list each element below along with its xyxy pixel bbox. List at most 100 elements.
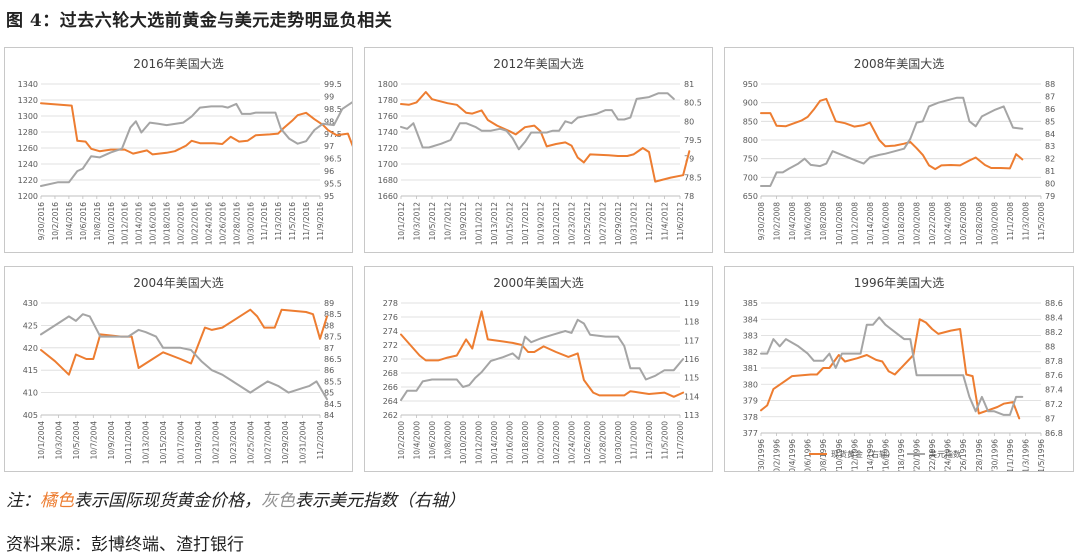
- chart-svg-2008: 2008年美国大选 650 700 750 800 850 900 950 79 80 81 82 83…: [743, 57, 1055, 245]
- left-tick-label: 377: [743, 429, 758, 438]
- x-tick-label: 11/5/2016: [288, 202, 297, 241]
- x-tick-label: 11/5/2000: [661, 421, 670, 460]
- x-tick-label: 10/18/2000: [521, 421, 530, 464]
- chart-svg-2000: 2000年美国大选2622642662682702722742762781131…: [383, 276, 700, 464]
- right-tick-label: 88.4: [1045, 313, 1063, 322]
- left-tick-label: 1700: [378, 160, 398, 169]
- x-tick-label: 10/10/2008: [835, 202, 844, 245]
- right-tick-label: 99: [324, 92, 334, 101]
- right-tick-label: 87.5: [324, 333, 342, 342]
- right-tick-label: 84: [324, 411, 334, 420]
- x-tick-label: 10/24/2000: [568, 421, 577, 464]
- x-tick-label: 10/27/2004: [264, 421, 273, 464]
- left-tick-label: 1660: [378, 192, 398, 201]
- x-tick-label: 10/23/2004: [229, 421, 238, 464]
- right-tick-label: 82: [1045, 155, 1055, 164]
- x-tick-label: 10/30/1996: [990, 439, 999, 471]
- right-tick-label: 80: [1045, 180, 1055, 189]
- x-tick-label: 11/4/2012: [661, 202, 670, 241]
- x-tick-label: 10/14/2000: [490, 421, 499, 464]
- x-tick-label: 10/22/2008: [928, 202, 937, 245]
- note-usd-word: 灰色: [261, 491, 295, 511]
- x-tick-label: 11/3/1996: [1021, 439, 1030, 471]
- chart-panel-2008: 2008年美国大选 650 700 750 800 850 900 950 79 80 81 82 83…: [724, 47, 1074, 253]
- left-tick-label: 380: [743, 380, 758, 389]
- x-tick-label: 10/30/2008: [990, 202, 999, 245]
- right-tick-label: 85: [1045, 117, 1055, 126]
- x-tick-label: 10/1/2012: [397, 202, 406, 241]
- x-tick-label: 10/9/2004: [107, 421, 116, 460]
- x-tick-label: 11/2/2004: [316, 421, 325, 460]
- note-gold-word: 橘色: [40, 491, 74, 511]
- right-tick-label: 114: [684, 392, 699, 401]
- right-tick-label: 85.5: [324, 377, 342, 386]
- figure-note: 注：橘色表示国际现货黄金价格，灰色表示美元指数（右轴）: [6, 486, 465, 511]
- right-tick-label: 81: [684, 80, 694, 89]
- right-tick-label: 97.5: [324, 130, 342, 139]
- x-tick-label: 11/1/1996: [1006, 439, 1015, 471]
- x-tick-label: 10/29/2004: [281, 421, 290, 464]
- left-tick-label: 1800: [378, 80, 398, 89]
- x-tick-label: 10/20/2008: [913, 202, 922, 245]
- left-tick-label: 1240: [18, 160, 38, 169]
- x-tick-label: 10/24/2016: [204, 202, 213, 245]
- right-tick-label: 84: [1045, 130, 1055, 139]
- x-tick-label: 10/19/2012: [537, 202, 546, 245]
- x-tick-label: 10/17/2012: [521, 202, 530, 245]
- right-tick-label: 89: [324, 299, 334, 308]
- x-tick-label: 11/1/2000: [630, 421, 639, 460]
- gold-price-line: [40, 102, 352, 156]
- x-tick-label: 10/14/1996: [866, 439, 875, 471]
- left-tick-label: 750: [743, 155, 758, 164]
- gold-price-line: [400, 91, 691, 183]
- right-tick-label: 98.5: [324, 105, 342, 114]
- x-tick-label: 10/19/2004: [194, 421, 203, 464]
- x-tick-label: 10/6/2016: [79, 202, 88, 241]
- left-tick-label: 1260: [18, 144, 38, 153]
- x-tick-label: 11/7/2016: [302, 202, 311, 241]
- chart-svg-1996: 1996年美国大选 377 378 379 380 381 382 383 384 385 86.8…: [743, 276, 1063, 471]
- left-tick-label: 410: [23, 389, 38, 398]
- x-tick-label: 10/2/1996: [773, 439, 782, 471]
- x-tick-label: 9/30/2008: [757, 202, 766, 241]
- x-tick-label: 11/2/2012: [645, 202, 654, 241]
- x-tick-label: 10/7/2004: [89, 421, 98, 460]
- x-tick-label: 11/3/2008: [1021, 202, 1030, 241]
- x-tick-label: 10/13/2012: [490, 202, 499, 245]
- note-prefix: 注：: [6, 491, 40, 511]
- x-tick-label: 10/14/2008: [866, 202, 875, 245]
- x-tick-label: 10/31/2012: [630, 202, 639, 245]
- gold-price-line: [40, 308, 328, 376]
- x-tick-label: 10/30/2000: [614, 421, 623, 464]
- x-tick-label: 10/7/2012: [444, 202, 453, 241]
- left-tick-label: 268: [383, 369, 398, 378]
- x-tick-label: 10/8/2008: [819, 202, 828, 241]
- usd-index-line: [400, 92, 675, 151]
- x-tick-label: 10/28/2008: [975, 202, 984, 245]
- x-tick-label: 10/22/2016: [190, 202, 199, 245]
- x-tick-label: 10/16/1996: [881, 439, 890, 471]
- right-tick-label: 95: [324, 192, 334, 201]
- x-tick-label: 10/15/2004: [159, 421, 168, 464]
- x-tick-label: 10/28/1996: [975, 439, 984, 471]
- right-tick-label: 96: [324, 167, 334, 176]
- chart-panel-2012: 2012年美国大选 1660 1680 1700 1720 1740 1760 1780 180…: [364, 47, 713, 253]
- right-tick-label: 87.6: [1045, 371, 1063, 380]
- x-tick-label: 10/27/2012: [599, 202, 608, 245]
- left-tick-label: 1760: [378, 112, 398, 121]
- x-tick-label: 10/22/2000: [552, 421, 561, 464]
- x-tick-label: 10/3/2012: [413, 202, 422, 241]
- chart-title: 2012年美国大选: [493, 57, 584, 71]
- x-tick-label: 10/14/2016: [135, 202, 144, 245]
- right-tick-label: 87: [1045, 92, 1055, 101]
- x-tick-label: 10/6/1996: [804, 439, 813, 471]
- x-tick-label: 11/7/2000: [676, 421, 685, 460]
- right-tick-label: 88.5: [324, 310, 342, 319]
- right-tick-label: 87: [324, 344, 334, 353]
- figure-title: 图 4：过去六轮大选前黄金与美元走势明显负相关: [6, 11, 393, 31]
- right-tick-label: 79.5: [684, 136, 702, 145]
- gold-price-line: [760, 97, 1024, 171]
- left-tick-label: 1300: [18, 112, 38, 121]
- x-tick-label: 10/2/2008: [773, 202, 782, 241]
- left-tick-label: 381: [743, 364, 758, 373]
